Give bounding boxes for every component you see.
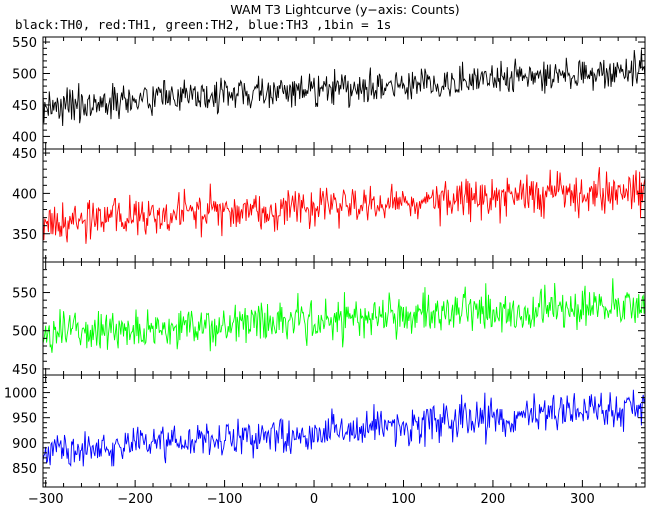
y-tick-label: 350 (12, 228, 37, 243)
x-tick-label: −200 (117, 492, 153, 505)
panel-th0: 400 450 500 550 (12, 36, 646, 150)
x-tick-label: 100 (391, 492, 416, 505)
y-tick-label: 400 (12, 130, 37, 145)
series-line-th3 (43, 389, 645, 468)
series-line-th2 (43, 278, 645, 353)
panel-frame (42, 148, 646, 263)
y-tick-label: 500 (12, 325, 37, 340)
x-tick-label: −300 (28, 492, 64, 505)
panel-frame (42, 374, 646, 488)
y-tick-label: 450 (12, 147, 37, 162)
y-tick-label: 400 (12, 187, 37, 202)
x-tick-label: −100 (207, 492, 243, 505)
panel-stack: 400 450 500 550 350 400 450 450 500 550 850 900 950 1… (4, 36, 646, 488)
series-line-th0 (43, 49, 645, 127)
panel-th1: 350 400 450 (12, 147, 646, 263)
panel-th3: 850 900 950 1000 (4, 374, 646, 488)
y-tick-label: 450 (12, 363, 37, 378)
y-tick-label: 500 (12, 67, 37, 82)
x-tick-label: 0 (310, 492, 318, 505)
panel-frame (42, 36, 646, 150)
panel-th2: 450 500 550 (12, 261, 646, 378)
y-tick-label: 900 (12, 437, 37, 452)
chart-subtitle: black:TH0, red:TH1, green:TH2, blue:TH3 … (15, 17, 391, 32)
y-tick-label: 1000 (4, 387, 37, 402)
y-tick-label: 950 (12, 412, 37, 427)
series-line-th1 (43, 167, 645, 244)
x-tick-label: 300 (570, 492, 595, 505)
chart-title: WAM T3 Lightcurve (y−axis: Counts) (230, 2, 459, 17)
y-tick-label: 550 (12, 287, 37, 302)
y-tick-label: 450 (12, 99, 37, 114)
y-tick-label: 850 (12, 462, 37, 477)
x-tick-label: 200 (481, 492, 506, 505)
x-axis: −300 −200 −100 0 100 200 300 (28, 492, 595, 505)
y-tick-label: 550 (12, 36, 37, 51)
